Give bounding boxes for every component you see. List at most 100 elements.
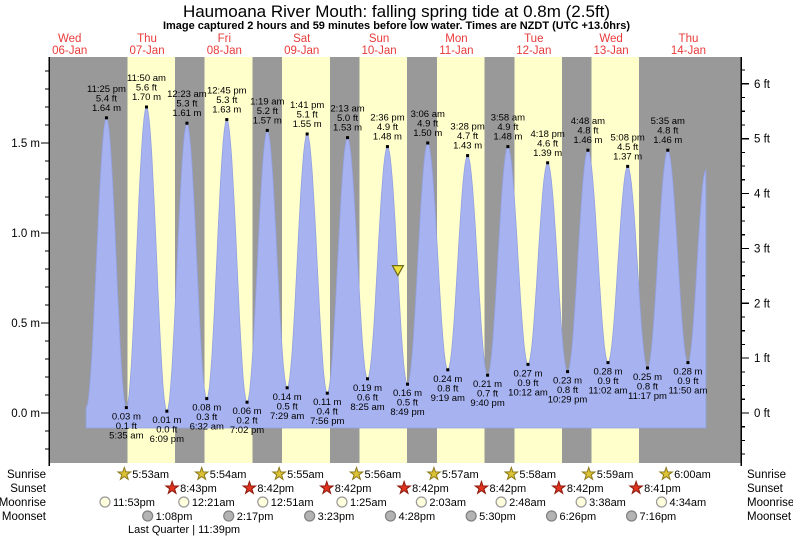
high-tide-dot (385, 145, 389, 149)
high-tide-dot (305, 132, 309, 136)
moonrise-icon (257, 496, 269, 508)
moonrise-time-label: 3:38am (589, 497, 626, 509)
high-tide-ft-label: 4.8 ft (577, 126, 598, 137)
low-tide-time-label: 8:25 am (350, 402, 384, 413)
high-tide-m-label: 1.55 m (293, 119, 322, 130)
day-name-label: Sat (293, 33, 311, 45)
sunrise-time-label: 5:56am (365, 469, 402, 481)
high-tide-ft-label: 5.4 ft (96, 93, 117, 104)
low-tide-m-label: 0.27 m (513, 368, 542, 379)
sunrise-time-label: 6:00am (674, 469, 711, 481)
moonrise-time-label: 4:34am (670, 497, 707, 509)
high-tide-dot (546, 161, 550, 165)
high-tide-dot (265, 128, 269, 132)
low-tide-m-label: 0.16 m (393, 388, 422, 399)
moonrise-time-label: 1:25am (350, 497, 387, 509)
low-tide-dot (446, 368, 450, 372)
high-tide-ft-label: 5.6 ft (136, 83, 157, 94)
high-tide-time-label: 11:25 pm (87, 84, 126, 95)
day-name-label: Tue (524, 33, 543, 45)
low-tide-m-label: 0.28 m (673, 367, 702, 378)
sunrise-time-label: 5:59am (597, 469, 634, 481)
moonrise-icon (415, 496, 427, 508)
low-tide-dot (205, 397, 209, 401)
sunset-icon (319, 479, 335, 495)
day-date-label: 09-Jan (284, 45, 319, 57)
high-tide-time-label: 3:28 pm (450, 122, 484, 133)
row-label-moonrise-left: Moonrise (0, 497, 46, 509)
low-tide-m-label: 0.21 m (473, 379, 502, 390)
day-name-label: Thu (679, 33, 699, 45)
sunrise-time-label: 5:53am (132, 469, 169, 481)
sunset-time-label: 8:43pm (180, 483, 217, 495)
low-tide-time-label: 7:56 pm (310, 416, 344, 427)
moonrise-icon (178, 496, 190, 508)
sunrise-icon (503, 465, 520, 481)
high-tide-time-label: 2:36 pm (370, 113, 404, 124)
sunrise-icon (580, 465, 597, 481)
high-tide-ft-label: 5.1 ft (297, 110, 318, 121)
sunset-time-label: 8:41pm (644, 483, 681, 495)
moonset-time-label: 5:30pm (479, 511, 516, 523)
high-tide-time-label: 4:48 am (571, 116, 605, 127)
high-tide-time-label: 12:45 pm (207, 86, 247, 97)
sunset-icon (396, 479, 412, 495)
high-tide-dot (466, 154, 470, 158)
moonset-time-label: 4:28pm (398, 511, 435, 523)
low-tide-ft-label: 0.6 ft (357, 392, 378, 403)
sunset-time-label: 8:42pm (335, 483, 372, 495)
high-tide-dot (506, 145, 510, 149)
sunset-icon (473, 479, 490, 495)
low-tide-m-label: 0.14 m (273, 392, 302, 403)
low-tide-dot (486, 373, 490, 377)
sunset-icon (164, 479, 180, 495)
low-tide-ft-label: 0.3 ft (196, 412, 217, 423)
low-tide-m-label: 0.24 m (433, 374, 462, 385)
low-tide-ft-label: 0.0 ft (156, 425, 177, 436)
high-tide-dot (225, 118, 229, 122)
day-date-label: 06-Jan (52, 45, 87, 57)
right-axis-tick-label: 4 ft (754, 189, 771, 201)
low-tide-ft-label: 0.9 ft (677, 376, 698, 387)
low-tide-time-label: 11:17 pm (628, 391, 667, 402)
moon-phase-label: Last Quarter | 11:39pm (128, 524, 240, 536)
high-tide-m-label: 1.70 m (132, 92, 161, 103)
moonset-time-label: 3:23pm (318, 511, 355, 523)
right-axis-tick-label: 1 ft (754, 353, 771, 365)
low-tide-dot (366, 377, 370, 381)
low-tide-m-label: 0.28 m (593, 367, 622, 378)
day-date-label: 07-Jan (129, 45, 164, 57)
low-tide-ft-label: 0.4 ft (317, 407, 338, 418)
moonrise-icon (336, 496, 348, 508)
low-tide-time-label: 7:29 am (270, 411, 304, 422)
high-tide-ft-label: 4.9 ft (417, 119, 438, 130)
high-tide-time-label: 12:23 am (167, 89, 207, 100)
low-tide-time-label: 11:02 am (589, 386, 628, 397)
current-position-marker (391, 265, 405, 277)
sunset-time-label: 8:42pm (489, 483, 526, 495)
high-tide-m-label: 1.53 m (333, 123, 362, 134)
low-tide-time-label: 6:32 am (190, 422, 224, 433)
high-tide-dot (185, 121, 189, 125)
day-date-label: 12-Jan (516, 45, 551, 57)
right-axis-tick-label: 5 ft (754, 134, 771, 146)
low-tide-dot (566, 370, 570, 374)
low-tide-time-label: 10:29 pm (548, 395, 588, 406)
low-tide-ft-label: 0.7 ft (477, 389, 498, 400)
low-tide-ft-label: 0.1 ft (116, 421, 137, 432)
low-tide-time-label: 6:09 pm (150, 434, 184, 445)
high-tide-dot (666, 148, 670, 152)
sunset-time-label: 8:42pm (567, 483, 604, 495)
high-tide-ft-label: 4.5 ft (617, 142, 638, 153)
low-tide-time-label: 7:02 pm (230, 425, 264, 436)
low-tide-dot (526, 362, 530, 366)
high-tide-m-label: 1.37 m (613, 151, 642, 162)
sunrise-icon (116, 465, 133, 481)
low-tide-m-label: 0.11 m (313, 397, 341, 408)
page-title: Haumoana River Mouth: falling spring tid… (182, 2, 611, 21)
day-name-label: Thu (137, 33, 157, 45)
low-tide-dot (325, 391, 329, 395)
low-tide-ft-label: 0.8 ft (557, 385, 578, 396)
moonset-icon (142, 510, 154, 522)
